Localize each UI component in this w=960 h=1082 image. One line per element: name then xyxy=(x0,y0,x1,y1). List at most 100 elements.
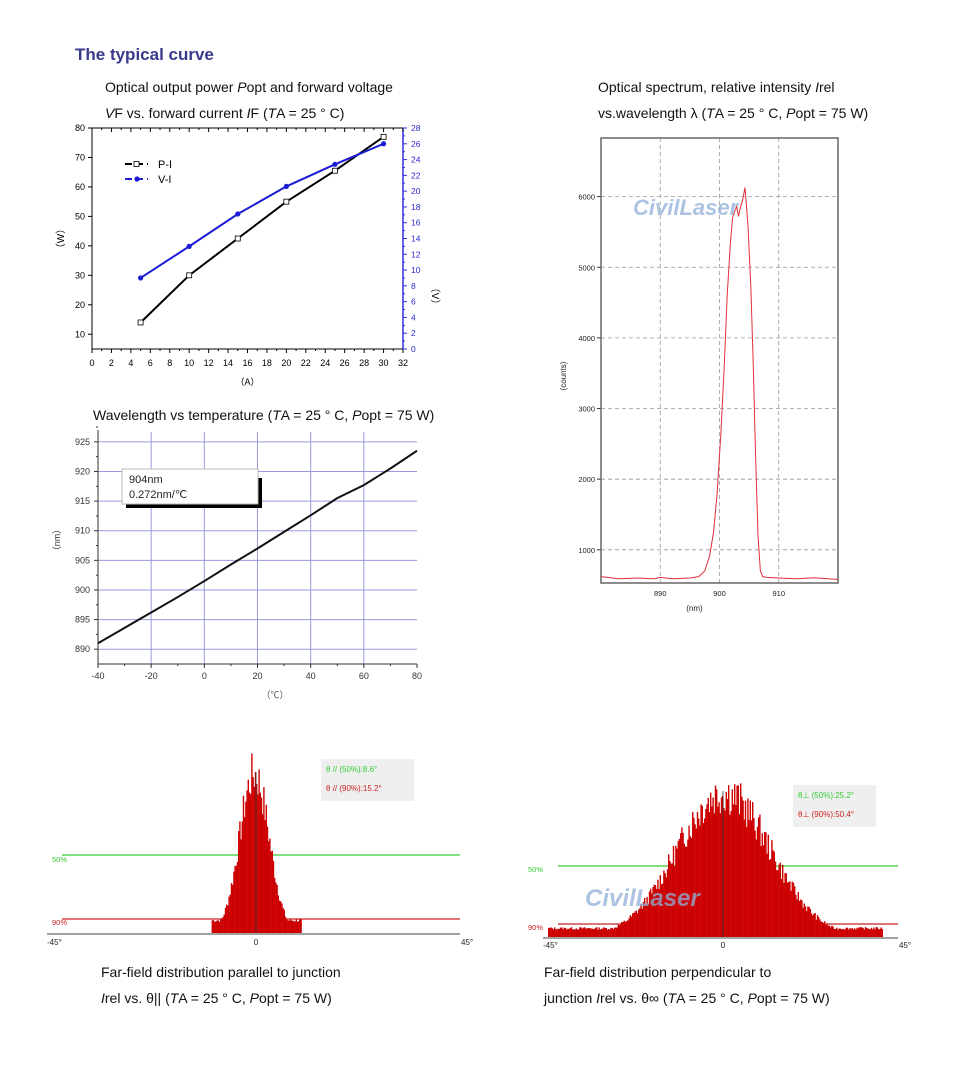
y2-tick-label: 26 xyxy=(411,139,421,149)
histogram-bar xyxy=(816,915,819,937)
y-tick-label: 920 xyxy=(75,466,90,476)
histogram-bar xyxy=(623,920,625,937)
histogram-bar xyxy=(555,929,557,937)
histogram-bar xyxy=(599,929,601,937)
histogram-bar xyxy=(560,927,562,937)
y2-tick-label: 4 xyxy=(411,312,416,322)
spectrum-line xyxy=(600,187,839,580)
histogram-bar xyxy=(556,929,558,937)
caption-text: junction xyxy=(544,990,597,1006)
histogram-bar xyxy=(268,841,270,933)
spectrum-chart-group: 890 900 910 1000 2000 3000 4000 5000 6000 (nm) (co… xyxy=(559,137,839,613)
histogram-bar xyxy=(266,826,269,933)
series-line-v-i xyxy=(140,142,384,279)
y-tick-label: 905 xyxy=(75,555,90,565)
histogram-bar xyxy=(868,928,870,937)
data-point xyxy=(283,183,289,190)
histogram-bar xyxy=(849,928,851,937)
watermark-logo: CivilLaser xyxy=(585,885,701,912)
histogram-bar xyxy=(656,888,658,937)
histogram-bar xyxy=(223,914,225,933)
y-axis-label: （W） xyxy=(55,224,67,253)
histogram-bar xyxy=(638,909,640,937)
histogram-bar xyxy=(732,804,735,937)
histogram-bar xyxy=(569,928,571,937)
histogram-bar xyxy=(272,860,275,933)
histogram-bar xyxy=(254,772,257,933)
histogram-bar xyxy=(561,927,563,937)
histogram-bar xyxy=(879,929,881,937)
histogram-bar xyxy=(244,817,246,933)
histogram-bar xyxy=(605,927,607,937)
annotation-box xyxy=(121,468,259,505)
pi-caption-line1: Optical output power Popt and forward vo… xyxy=(105,74,393,100)
histogram-bar xyxy=(282,907,284,933)
histogram-bar xyxy=(869,929,871,937)
histogram-bar xyxy=(826,923,828,937)
histogram-bar xyxy=(675,845,677,937)
histogram-bar xyxy=(274,877,276,933)
x-tick-label: 24 xyxy=(320,358,330,368)
data-point xyxy=(137,275,144,281)
histogram-bar xyxy=(880,927,882,937)
histogram-bar xyxy=(652,887,654,937)
page-heading: The typical curve xyxy=(75,45,214,64)
annotation-coefficient: 0.272nm/℃ xyxy=(129,489,187,501)
histogram-bar xyxy=(767,834,769,937)
histogram-bar xyxy=(224,907,227,933)
histogram-bar xyxy=(670,863,672,937)
x-tick-label: -40 xyxy=(91,671,104,681)
histogram-bar xyxy=(610,927,612,937)
histogram-bar xyxy=(651,893,653,937)
y-tick-label: 4000 xyxy=(578,334,595,343)
histogram-bar xyxy=(672,845,675,937)
histogram-bar xyxy=(606,929,609,937)
histogram-bar xyxy=(827,925,829,937)
caption-text: F ( xyxy=(250,105,268,121)
legend-90: θ // (90%):15.2° xyxy=(326,784,382,793)
histogram-bar xyxy=(696,811,699,937)
histogram-bar xyxy=(221,918,223,933)
histogram-bar xyxy=(861,927,863,937)
y-tick-label: 80 xyxy=(75,123,85,133)
histogram-bar xyxy=(640,904,642,937)
histogram-bar xyxy=(792,882,795,937)
histogram-bar xyxy=(626,921,628,937)
histogram-bar xyxy=(293,921,295,933)
histogram-bar xyxy=(796,899,798,937)
data-point xyxy=(137,319,144,326)
histogram-bar xyxy=(248,792,251,933)
data-point xyxy=(186,243,192,249)
histogram-bar xyxy=(294,921,296,933)
histogram-bar xyxy=(238,831,240,933)
caption-text: T xyxy=(667,990,677,1006)
histogram-bar xyxy=(842,929,844,937)
y2-tick-label: 12 xyxy=(411,249,421,259)
histogram-bar xyxy=(762,845,765,937)
histogram-bar xyxy=(738,814,741,937)
histogram-bar xyxy=(552,929,555,937)
histogram-bar xyxy=(591,928,593,937)
caption-text: opt = 75 W) xyxy=(756,990,830,1006)
histogram-bar xyxy=(710,792,712,937)
histogram-bar xyxy=(742,800,744,937)
histogram-bar xyxy=(862,927,864,937)
histogram-bar xyxy=(570,927,573,937)
histogram-bar xyxy=(240,839,242,933)
histogram-bar xyxy=(807,906,809,937)
histogram-bar xyxy=(653,884,655,937)
x-tick-label: -20 xyxy=(145,671,158,681)
histogram-bar xyxy=(258,769,260,933)
watermark-logo: CivilLaser xyxy=(633,195,740,220)
histogram-bar xyxy=(227,905,229,933)
histogram-bar xyxy=(251,753,253,933)
y-tick-label: 910 xyxy=(75,526,90,536)
histogram-bar xyxy=(298,921,300,933)
histogram-bar xyxy=(677,840,679,937)
y2-tick-label: 14 xyxy=(411,234,421,244)
histogram-bar xyxy=(689,836,691,937)
histogram-bar xyxy=(624,921,627,937)
caption-text: rel xyxy=(818,79,835,95)
series-line-p-i xyxy=(139,136,385,324)
histogram-bar xyxy=(593,929,595,937)
